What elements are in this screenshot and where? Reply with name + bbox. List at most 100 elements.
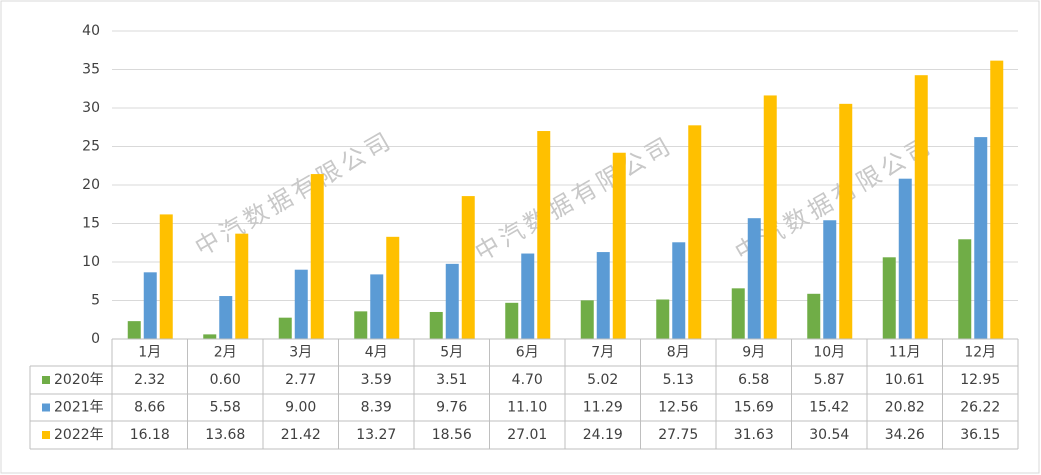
table-value: 5.58 <box>210 400 241 416</box>
table-value: 5.02 <box>587 372 618 388</box>
bar <box>763 95 777 339</box>
x-tick-label: 5月 <box>440 345 463 361</box>
bar <box>612 152 626 339</box>
bar <box>278 317 292 339</box>
bar <box>294 269 308 339</box>
legend-marker <box>42 376 50 384</box>
table-value: 36.15 <box>960 427 1000 443</box>
table-value: 8.66 <box>134 400 165 416</box>
table-value: 12.56 <box>658 400 698 416</box>
bar <box>203 334 217 339</box>
bar <box>747 218 761 339</box>
x-tick-label: 8月 <box>667 345 690 361</box>
bar <box>580 300 594 339</box>
legend-marker <box>42 431 50 439</box>
table-value: 34.26 <box>885 427 925 443</box>
x-tick-label: 1月 <box>138 345 161 361</box>
table-value: 11.29 <box>583 400 623 416</box>
bar <box>127 321 141 339</box>
bar <box>354 311 368 339</box>
bar <box>445 263 459 339</box>
table-value: 27.75 <box>658 427 698 443</box>
y-tick-label: 15 <box>82 216 100 232</box>
bar <box>461 196 475 339</box>
bar <box>310 174 324 339</box>
bar <box>596 252 610 339</box>
bar <box>235 233 249 339</box>
bar <box>914 75 928 339</box>
bar <box>839 103 853 339</box>
y-tick-label: 10 <box>82 254 100 270</box>
y-tick-label: 20 <box>82 177 100 193</box>
x-tick-label: 2月 <box>214 345 237 361</box>
bar <box>521 253 535 339</box>
bar <box>898 178 912 339</box>
x-tick-label: 11月 <box>889 345 921 361</box>
table-value: 20.82 <box>885 400 925 416</box>
legend-marker <box>42 403 50 412</box>
table-value: 9.76 <box>436 400 467 416</box>
x-tick-label: 6月 <box>516 345 539 361</box>
y-tick-label: 30 <box>82 100 100 116</box>
legend-label: 2021年 <box>54 400 104 416</box>
legend-label: 2022年 <box>54 427 104 443</box>
table-value: 5.13 <box>663 372 694 388</box>
table-value: 21.42 <box>281 427 321 443</box>
table-value: 15.69 <box>734 400 774 416</box>
y-tick-label: 25 <box>82 139 100 155</box>
bar <box>882 257 896 339</box>
table-value: 5.87 <box>814 372 845 388</box>
table-value: 24.19 <box>583 427 623 443</box>
table-value: 6.58 <box>738 372 769 388</box>
bar <box>370 274 384 339</box>
x-tick-label: 7月 <box>591 345 614 361</box>
table-value: 10.61 <box>885 372 925 388</box>
table-value: 3.59 <box>361 372 392 388</box>
bar <box>990 60 1004 340</box>
bar <box>823 220 837 339</box>
table-value: 4.70 <box>512 372 543 388</box>
bar <box>672 242 686 339</box>
table-value: 12.95 <box>960 372 1000 388</box>
table-value: 31.63 <box>734 427 774 443</box>
y-tick-label: 5 <box>91 293 100 309</box>
bar <box>974 137 988 339</box>
y-tick-label: 0 <box>91 331 100 347</box>
table-value: 8.39 <box>361 400 392 416</box>
bar <box>537 131 551 339</box>
bar <box>505 302 519 339</box>
bar <box>958 239 972 339</box>
table-value: 13.27 <box>356 427 396 443</box>
bar <box>386 236 400 339</box>
table-value: 16.18 <box>130 427 170 443</box>
table-value: 2.32 <box>134 372 165 388</box>
bar <box>219 296 233 339</box>
table-value: 11.10 <box>507 400 547 416</box>
bar <box>656 299 670 339</box>
x-tick-label: 10月 <box>813 345 845 361</box>
y-tick-label: 40 <box>82 23 100 39</box>
bar <box>143 272 157 339</box>
table-value: 27.01 <box>507 427 547 443</box>
table-value: 0.60 <box>210 372 241 388</box>
bar <box>688 125 702 339</box>
table-value: 9.00 <box>285 400 316 416</box>
x-tick-label: 3月 <box>289 345 312 361</box>
table-value: 26.22 <box>960 400 1000 416</box>
bar <box>159 214 173 339</box>
bar <box>807 293 821 339</box>
x-tick-label: 9月 <box>742 345 765 361</box>
x-tick-label: 12月 <box>964 345 996 361</box>
table-value: 30.54 <box>809 427 849 443</box>
table-value: 13.68 <box>205 427 245 443</box>
table-value: 15.42 <box>809 400 849 416</box>
table-value: 2.77 <box>285 372 316 388</box>
table-value: 18.56 <box>432 427 472 443</box>
y-tick-label: 35 <box>82 62 100 78</box>
bar <box>429 311 443 339</box>
bar <box>731 288 745 339</box>
table-value: 3.51 <box>436 372 467 388</box>
legend-label: 2020年 <box>54 372 104 388</box>
